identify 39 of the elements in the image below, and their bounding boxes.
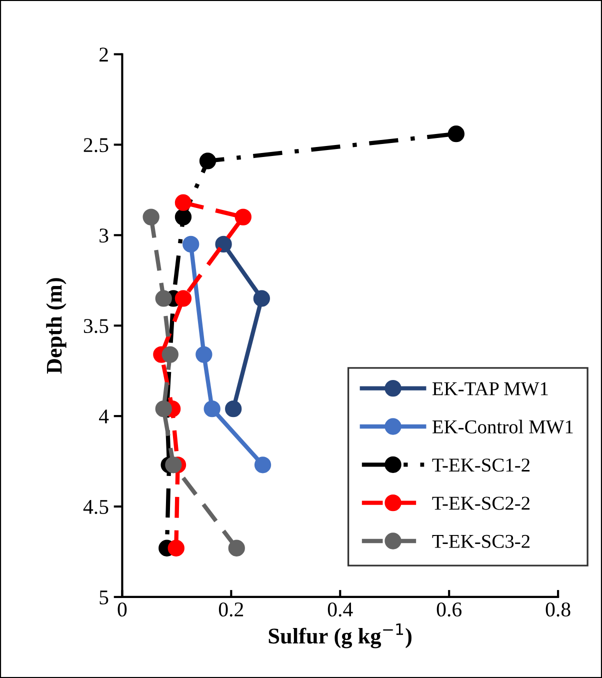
point: [174, 208, 192, 226]
point: [155, 400, 172, 418]
point: [225, 400, 242, 418]
y-tick-label: 4: [99, 410, 109, 424]
point: [142, 208, 160, 226]
x-tick-label: 0.4: [328, 602, 353, 617]
point: [182, 236, 200, 253]
point: [204, 400, 220, 418]
point: [254, 456, 272, 474]
y-tick-label: 2: [100, 48, 108, 62]
point: [162, 346, 178, 363]
legend-label: EK-TAP MW1: [432, 382, 548, 396]
legend-label: EK-Control MW1: [432, 420, 573, 434]
point: [234, 208, 252, 226]
x-tick-label: 0.6: [436, 602, 462, 617]
point: [155, 290, 172, 307]
legend-label: T-EK-SC3-2: [432, 534, 530, 548]
y-tick-label: 5: [100, 590, 108, 604]
point: [253, 290, 270, 307]
y-tick-label: 2.5: [84, 138, 108, 152]
point: [168, 540, 184, 556]
point: [174, 290, 192, 307]
y-axis-title: Depth (m): [46, 278, 66, 374]
point: [165, 456, 182, 474]
x-tick-label: 0.2: [218, 602, 244, 617]
x-tick-label: 0: [118, 602, 127, 616]
point: [448, 126, 465, 142]
point: [215, 236, 232, 253]
legend-label: T-EK-SC2-2: [432, 496, 530, 510]
point: [174, 194, 192, 211]
x-axis-title: Sulfur (g kg$^{−1}$): [268, 624, 412, 648]
legend-label: T-EK-SC1-2: [432, 458, 530, 472]
y-tick-label: 3: [100, 228, 108, 243]
y-tick-label: 3.5: [84, 319, 108, 334]
point: [228, 540, 245, 556]
x-tick-label: 0.8: [546, 602, 570, 617]
y-tick-label: 4.5: [83, 500, 108, 514]
point: [196, 346, 212, 363]
point: [199, 152, 216, 170]
